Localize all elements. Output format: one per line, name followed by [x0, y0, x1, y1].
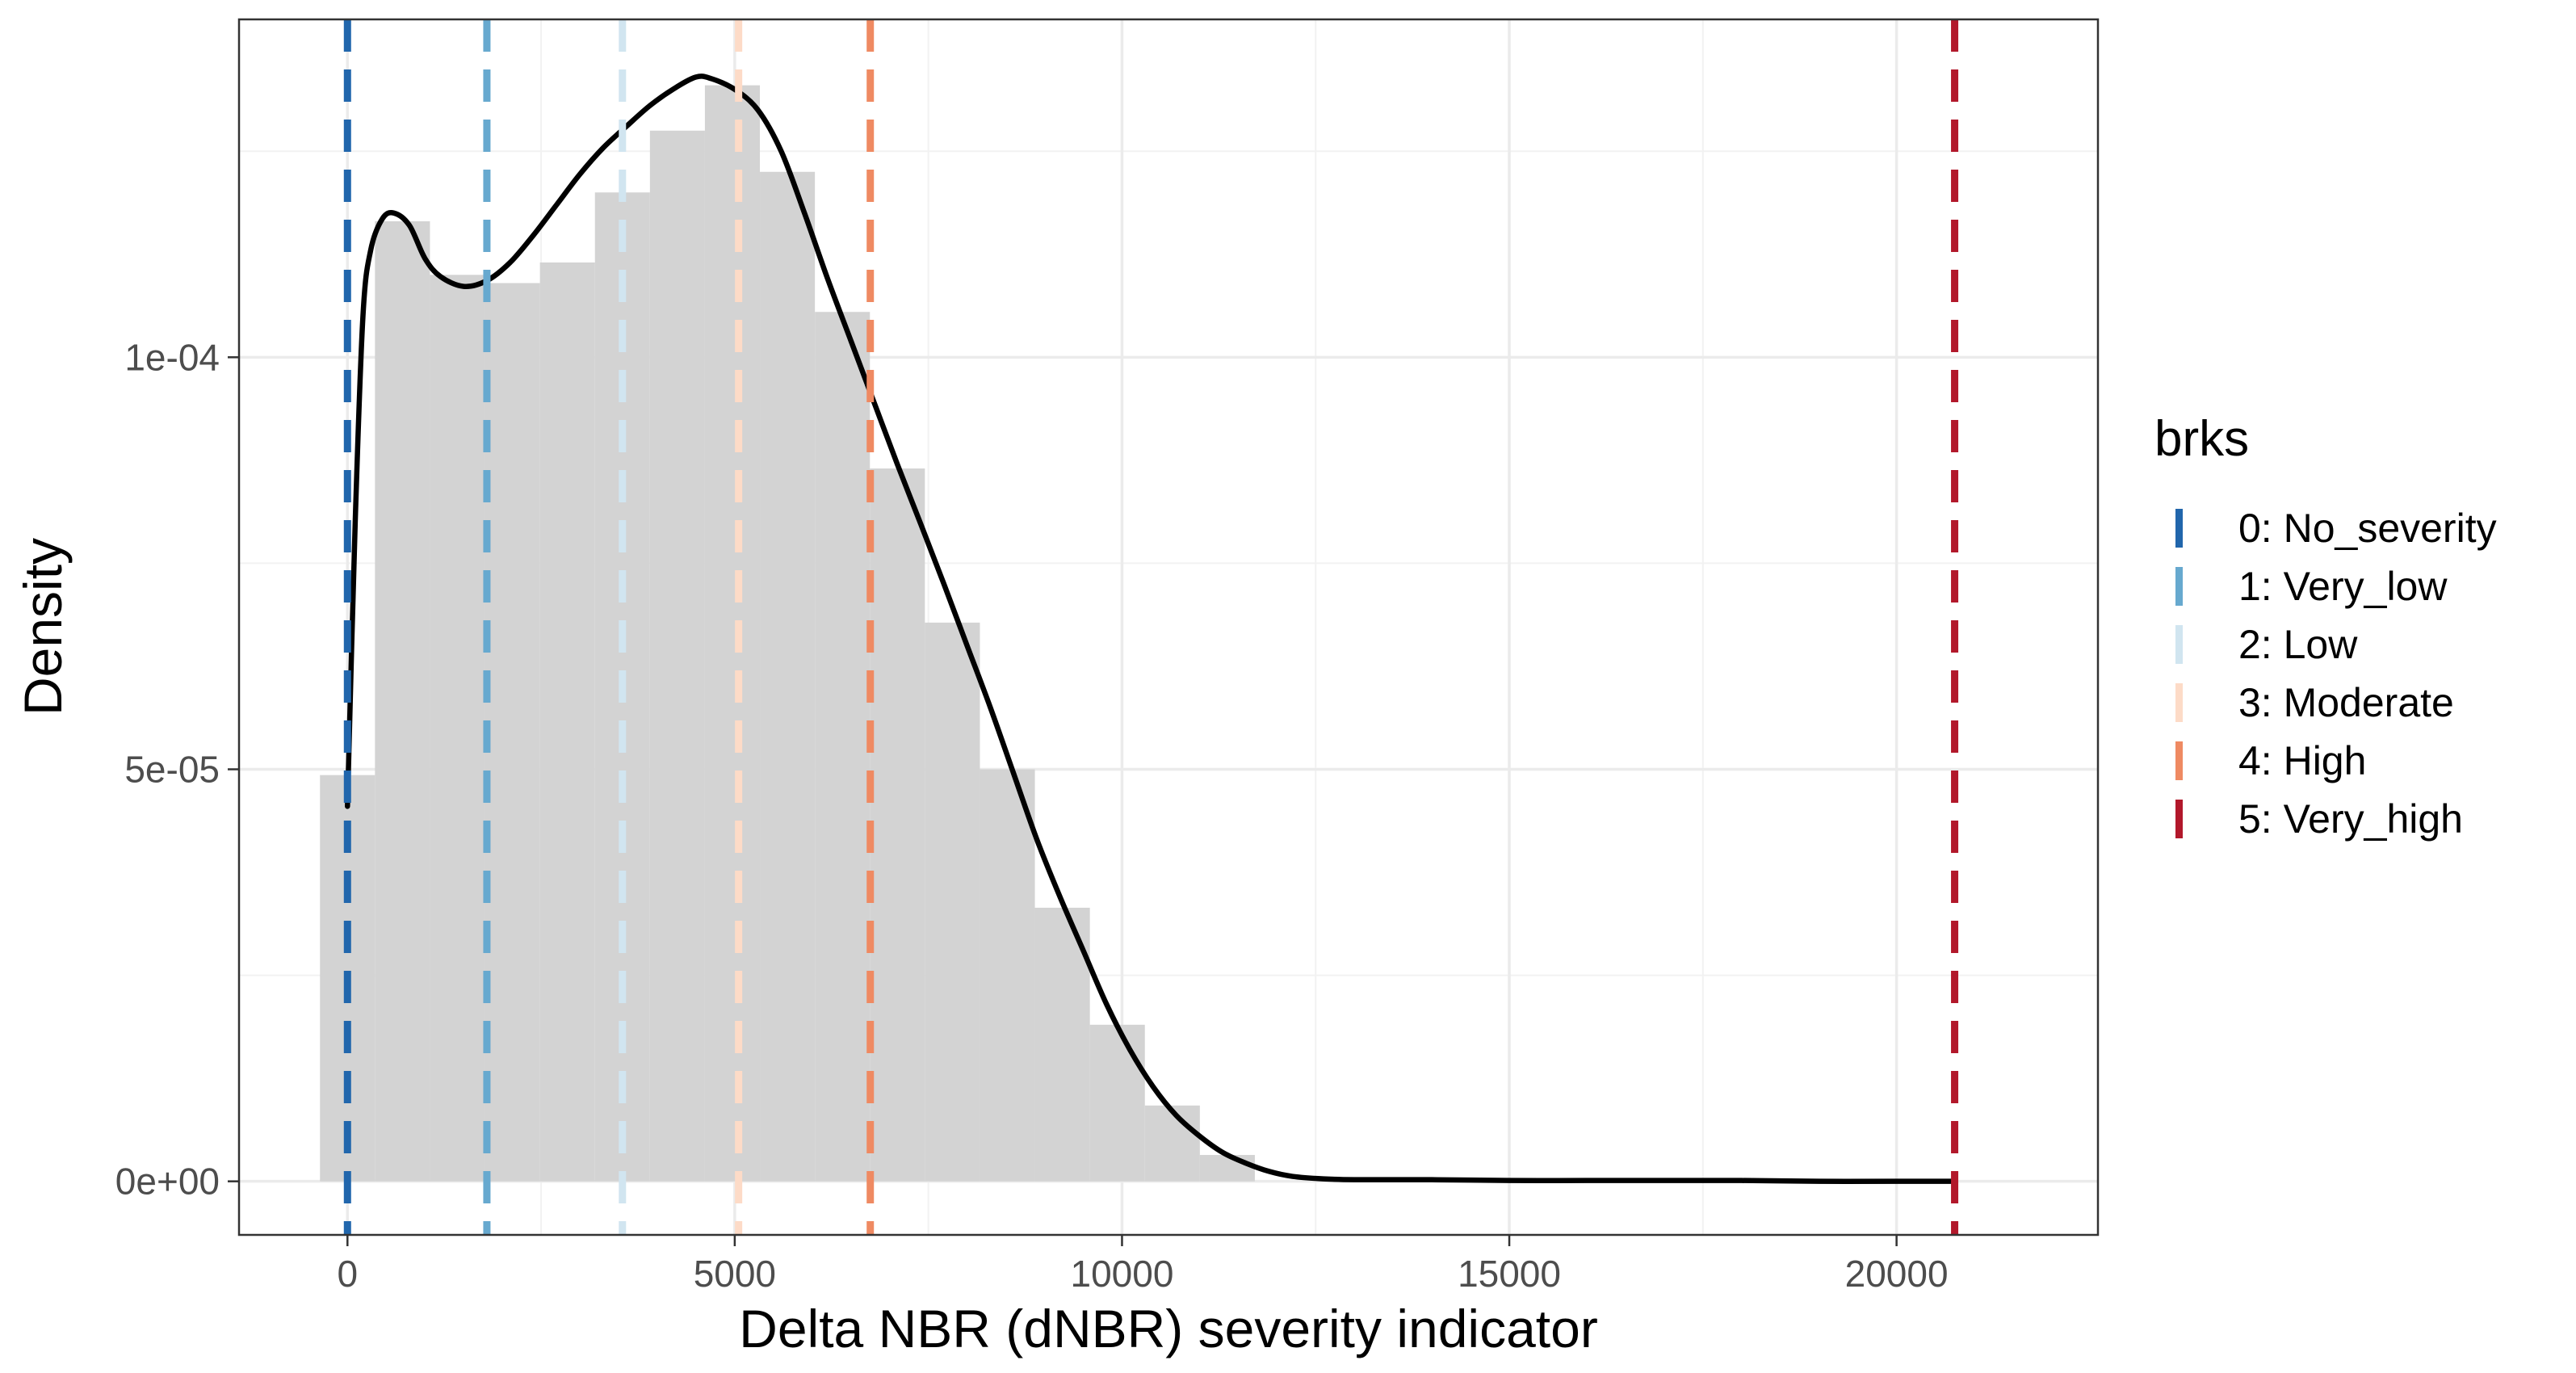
- legend-key: [2175, 567, 2183, 606]
- legend-label: 0: No_severity: [2238, 506, 2497, 551]
- histogram-bar: [870, 468, 925, 1182]
- legend-key: [2175, 800, 2183, 838]
- legend-key: [2175, 683, 2183, 722]
- legend-key: [2175, 741, 2183, 780]
- histogram-bar: [430, 275, 485, 1182]
- histogram-bar: [1144, 1105, 1200, 1182]
- y-tick-label: 1e-04: [124, 336, 220, 378]
- histogram-bar: [704, 85, 761, 1182]
- histogram-bar: [1034, 907, 1090, 1182]
- plot-panel-border: [237, 18, 2100, 1237]
- histogram-bar: [815, 312, 871, 1182]
- legend-label: 4: High: [2238, 738, 2366, 783]
- y-axis-title: Density: [13, 538, 73, 716]
- legend-label: 3: Moderate: [2238, 680, 2454, 725]
- histogram-bar: [485, 283, 540, 1182]
- x-tick-label: 10000: [1070, 1253, 1173, 1295]
- histogram-bar: [539, 262, 595, 1182]
- x-tick-label: 5000: [694, 1253, 776, 1295]
- x-axis-title: Delta NBR (dNBR) severity indicator: [739, 1299, 1598, 1358]
- legend-label: 5: Very_high: [2238, 796, 2463, 842]
- histogram-bar: [1199, 1155, 1255, 1182]
- x-tick-label: 15000: [1458, 1253, 1561, 1295]
- x-tick-label: 20000: [1845, 1253, 1949, 1295]
- legend-items: 0: No_severity 1: Very_low 2: Low 3: Modera…: [2175, 506, 2497, 842]
- break-lines: [343, 19, 1959, 1235]
- y-tick-label: 5e-05: [124, 749, 220, 791]
- legend-label: 2: Low: [2238, 622, 2358, 667]
- legend-title: brks: [2154, 411, 2249, 467]
- legend-label: 1: Very_low: [2238, 564, 2448, 609]
- legend: brks 0: No_severity 1: Very_low 2: Low 3: M…: [2154, 411, 2497, 842]
- histogram-bar: [1089, 1024, 1145, 1182]
- histogram-bar: [760, 171, 816, 1182]
- y-tick-label: 0e+00: [115, 1161, 220, 1203]
- axes: 0 5000 10000 15000 20000 0e+00 5e-05 1e-04: [115, 336, 1949, 1295]
- histogram-bar: [649, 130, 705, 1182]
- density-curve: [345, 73, 1954, 1185]
- histogram-bars: [320, 85, 1255, 1182]
- histogram-bar: [980, 769, 1035, 1182]
- legend-key: [2175, 625, 2183, 664]
- x-tick-label: 0: [337, 1253, 358, 1295]
- density-curve-layer: [345, 73, 1954, 1185]
- legend-key: [2175, 509, 2183, 548]
- histogram-bar: [925, 622, 980, 1182]
- histogram-bar: [375, 220, 430, 1182]
